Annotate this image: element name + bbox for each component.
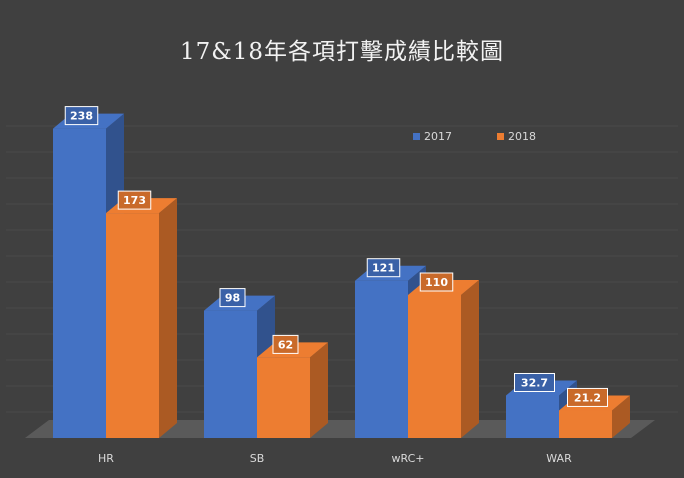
bar-side <box>310 342 328 438</box>
data-label: 21.2 <box>574 391 601 404</box>
bar-front <box>559 410 612 438</box>
data-label: 32.7 <box>521 376 548 389</box>
data-label: 98 <box>225 292 240 305</box>
x-tick-label: HR <box>98 452 114 465</box>
data-label-box <box>64 106 99 126</box>
bar-front <box>204 310 257 438</box>
bar-front <box>506 395 559 438</box>
chart-title: 17&18年各項打擊成績比較圖 <box>179 39 504 65</box>
data-label-box <box>419 272 454 292</box>
bar-front <box>53 128 106 438</box>
legend-item-2017: 2017 <box>413 130 452 143</box>
data-label-box <box>117 190 152 210</box>
chart-floor <box>25 420 655 438</box>
legend-item-2018: 2018 <box>497 130 536 143</box>
legend-swatch <box>413 133 420 140</box>
bar-front <box>355 280 408 438</box>
bar-2018-HR: 173 <box>106 190 177 438</box>
data-label-box <box>272 334 299 354</box>
data-label: 238 <box>70 110 93 123</box>
x-tick-label: SB <box>250 452 265 465</box>
bar-2018-wRC+: 110 <box>408 272 479 438</box>
x-tick-label: WAR <box>546 452 572 465</box>
data-label-box <box>567 387 608 407</box>
data-label-box <box>219 288 246 308</box>
x-tick-label: wRC+ <box>392 452 425 465</box>
bar-front <box>408 295 461 438</box>
bar-side <box>159 198 177 438</box>
bar-side <box>461 280 479 438</box>
legend-swatch <box>497 133 504 140</box>
bar-2018-WAR: 21.2 <box>559 387 630 438</box>
bar-side <box>612 395 630 438</box>
data-label: 62 <box>278 338 293 351</box>
data-label: 110 <box>425 276 448 289</box>
data-label-box <box>514 372 555 392</box>
bar-front <box>106 213 159 438</box>
data-label-box <box>366 258 401 278</box>
legend-label: 2017 <box>424 130 452 143</box>
bar-front <box>257 357 310 438</box>
data-label: 121 <box>372 262 395 275</box>
bar-2018-SB: 62 <box>257 334 328 438</box>
data-label: 173 <box>123 194 146 207</box>
legend-label: 2018 <box>508 130 536 143</box>
